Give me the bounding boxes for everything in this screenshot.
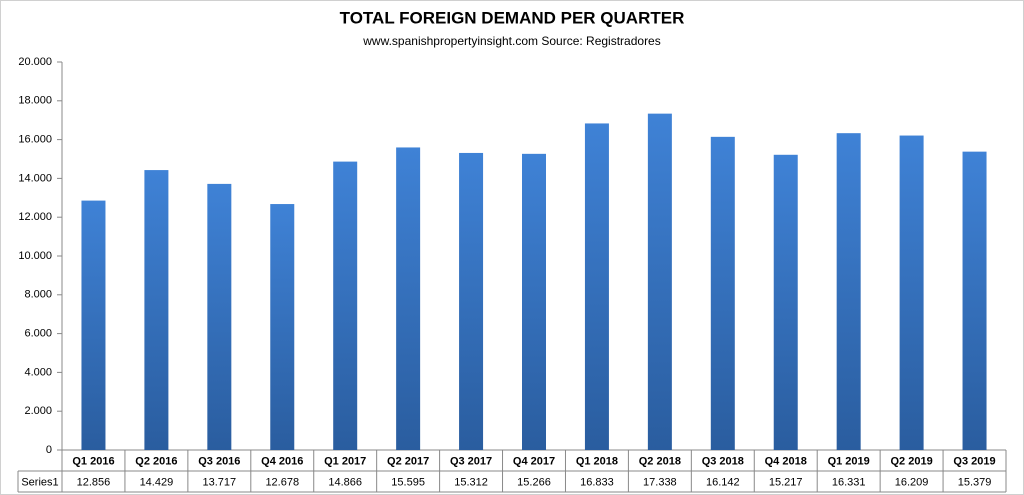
data-label: 16.331 <box>832 476 866 488</box>
bar <box>647 113 672 451</box>
x-tick-label: Q3 2016 <box>198 455 240 467</box>
x-tick-label: Q3 2018 <box>702 455 744 467</box>
x-tick-label: Q2 2016 <box>135 455 177 467</box>
data-label: 15.595 <box>391 476 425 488</box>
x-tick-label: Q4 2017 <box>513 455 555 467</box>
data-label: 15.266 <box>517 476 551 488</box>
y-tick-label: 14.000 <box>18 172 52 184</box>
y-tick-label: 6.000 <box>24 328 52 340</box>
data-label: 16.142 <box>706 476 740 488</box>
data-label: 12.678 <box>265 476 299 488</box>
y-tick-label: 18.000 <box>18 95 52 107</box>
x-tick-label: Q2 2019 <box>890 455 932 467</box>
bar <box>459 152 484 450</box>
data-label: 14.866 <box>328 476 362 488</box>
x-tick-label: Q3 2017 <box>450 455 492 467</box>
data-label: 16.209 <box>895 476 929 488</box>
x-tick-label: Q1 2018 <box>576 455 618 467</box>
data-label: 15.217 <box>769 476 803 488</box>
bar <box>396 147 421 450</box>
y-tick-label: 0 <box>46 444 52 456</box>
data-label: 14.429 <box>140 476 174 488</box>
y-tick-label: 16.000 <box>18 134 52 146</box>
data-label: 15.312 <box>454 476 488 488</box>
bar <box>81 200 106 450</box>
data-label: 12.856 <box>77 476 111 488</box>
bar <box>710 136 735 450</box>
bar <box>584 123 609 451</box>
data-label: 13.717 <box>203 476 237 488</box>
chart-title: TOTAL FOREIGN DEMAND PER QUARTER <box>340 8 685 27</box>
x-tick-label: Q1 2019 <box>828 455 870 467</box>
x-tick-label: Q2 2018 <box>639 455 681 467</box>
chart-subtitle: www.spanishpropertyinsight.com Source: R… <box>362 34 660 48</box>
x-tick-label: Q4 2018 <box>765 455 807 467</box>
x-tick-label: Q3 2019 <box>953 455 995 467</box>
x-tick-label: Q1 2017 <box>324 455 366 467</box>
data-label: 15.379 <box>958 476 992 488</box>
y-tick-label: 12.000 <box>18 211 52 223</box>
data-label: 17.338 <box>643 476 677 488</box>
bar <box>962 151 987 450</box>
y-tick-label: 2.000 <box>24 405 52 417</box>
bar <box>773 154 798 450</box>
x-tick-label: Q2 2017 <box>387 455 429 467</box>
x-tick-label: Q1 2016 <box>72 455 114 467</box>
bar <box>144 170 169 450</box>
legend-label: Series1 <box>21 476 58 488</box>
y-tick-label: 4.000 <box>24 366 52 378</box>
x-tick-label: Q4 2016 <box>261 455 303 467</box>
bar <box>899 135 924 450</box>
bar <box>207 183 232 450</box>
y-tick-label: 20.000 <box>18 56 52 68</box>
bar <box>522 153 546 450</box>
y-tick-label: 8.000 <box>24 289 52 301</box>
bar <box>333 161 358 450</box>
bar <box>836 133 861 451</box>
bar <box>270 204 295 450</box>
y-tick-label: 10.000 <box>18 250 52 262</box>
data-label: 16.833 <box>580 476 614 488</box>
